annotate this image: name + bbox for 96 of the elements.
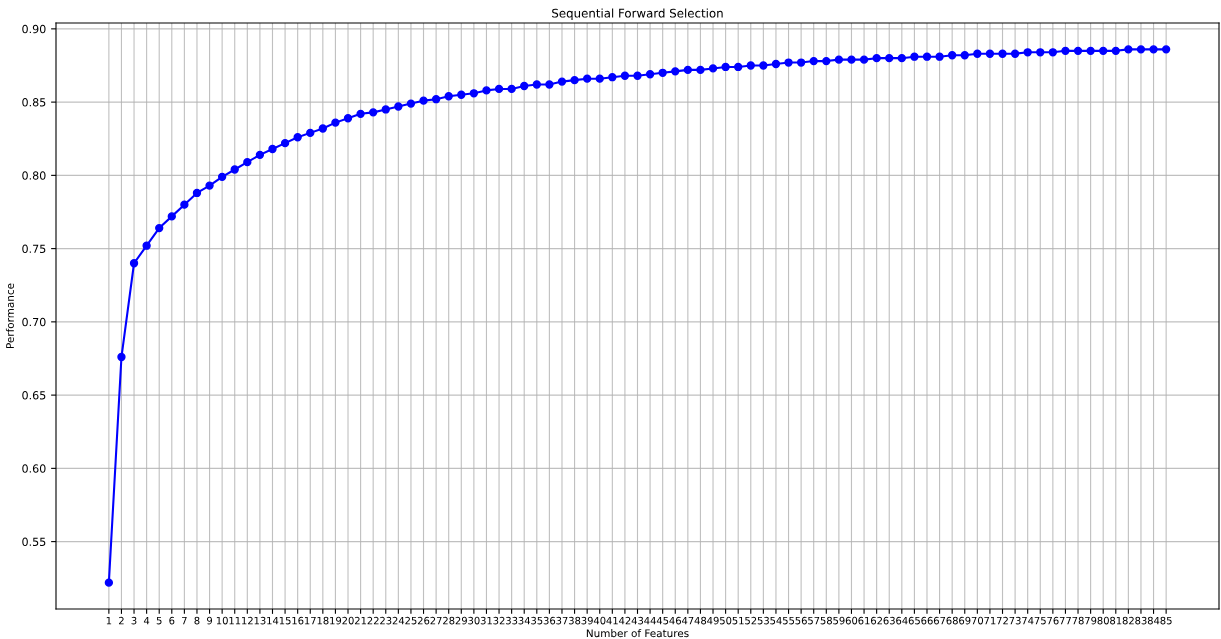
x-tick-label: 72: [996, 616, 1008, 625]
x-tick-label: 68: [946, 616, 958, 625]
x-tick-label: 76: [1047, 616, 1059, 625]
y-tick-label: 0.75: [22, 244, 46, 253]
x-tick-label: 57: [808, 616, 820, 625]
x-tick-label: 42: [619, 616, 631, 625]
x-tick-label: 62: [870, 616, 883, 625]
y-tick-label: 0.90: [22, 24, 46, 34]
x-tick-label: 41: [606, 616, 618, 625]
x-tick-label: 55: [782, 616, 795, 625]
x-tick-label: 65: [908, 616, 920, 625]
x-tick-label: 18: [317, 616, 329, 625]
x-tick-label: 59: [833, 616, 845, 625]
y-tick-label: 0.65: [22, 391, 46, 400]
x-tick-label: 5: [156, 616, 162, 625]
x-tick-label: 58: [820, 616, 832, 625]
x-tick-label: 47: [681, 616, 694, 625]
x-tick-label: 8: [194, 616, 200, 625]
x-tick-label: 15: [279, 616, 291, 625]
x-tick-label: 6: [169, 616, 175, 625]
x-tick-label: 50: [720, 616, 732, 625]
x-tick-label: 61: [858, 616, 870, 625]
x-tick-label: 32: [493, 616, 505, 625]
x-tick-label: 60: [845, 616, 858, 625]
y-tick-label: 0.80: [22, 171, 46, 180]
x-tick-label: 80: [1097, 616, 1109, 625]
x-tick-label: 28: [443, 616, 455, 625]
x-tick-label: 44: [644, 616, 656, 625]
x-tick-label: 52: [745, 616, 757, 625]
x-tick-label: 51: [732, 616, 744, 625]
x-tick-label: 34: [518, 616, 531, 625]
x-tick-label: 66: [921, 616, 933, 625]
x-tick-label: 69: [959, 616, 971, 625]
x-tick-label: 17: [304, 616, 316, 625]
x-tick-label: 26: [417, 616, 430, 625]
x-tick-label: 46: [669, 616, 681, 625]
y-tick-label: 0.85: [22, 98, 46, 107]
x-tick-label: 20: [342, 616, 354, 625]
x-tick-label: 29: [455, 616, 467, 625]
x-tick-label: 43: [631, 616, 644, 625]
y-axis-title: Performance: [5, 283, 14, 348]
x-tick-label: 12: [242, 616, 253, 625]
x-tick-label: 54: [770, 616, 782, 625]
x-tick-label: 74: [1022, 616, 1034, 625]
x-tick-label: 36: [543, 616, 556, 625]
x-tick-label: 1: [106, 616, 112, 625]
x-tick-label: 73: [1009, 616, 1021, 625]
y-tick-label: 0.55: [22, 537, 46, 546]
x-tick-label: 16: [292, 616, 304, 625]
x-tick-label: 45: [656, 616, 669, 625]
x-tick-label: 7: [182, 616, 187, 625]
x-tick-label: 27: [430, 616, 442, 625]
x-tick-label: 40: [593, 616, 606, 625]
x-tick-label: 13: [254, 616, 266, 625]
x-tick-label: 70: [971, 616, 984, 625]
x-tick-label: 11: [229, 616, 241, 625]
x-tick-label: 19: [330, 616, 342, 625]
x-tick-label: 31: [480, 616, 492, 625]
x-tick-label: 4: [143, 616, 150, 625]
x-tick-label: 84: [1147, 616, 1160, 625]
x-tick-label: 64: [896, 616, 908, 625]
x-tick-label: 9: [207, 616, 213, 625]
x-tick-label: 38: [568, 616, 581, 625]
y-tick-label: 0.70: [22, 317, 46, 327]
x-tick-label: 56: [795, 616, 807, 625]
x-tick-label: 23: [380, 616, 392, 625]
x-tick-label: 77: [1059, 616, 1071, 625]
chart-title: Sequential Forward Selection: [552, 8, 723, 20]
x-tick-label: 67: [933, 616, 946, 625]
x-tick-label: 79: [1085, 616, 1097, 625]
x-tick-label: 22: [367, 616, 379, 625]
x-tick-label: 21: [354, 616, 367, 625]
x-tick-label: 37: [556, 616, 568, 625]
x-tick-label: 10: [216, 616, 228, 625]
x-tick-label: 53: [757, 616, 769, 625]
x-tick-label: 63: [883, 616, 895, 625]
x-tick-label: 83: [1135, 616, 1147, 625]
x-tick-label: 82: [1122, 616, 1134, 625]
x-tick-label: 25: [405, 616, 417, 625]
y-tick-label: 0.60: [22, 464, 46, 473]
x-tick-label: 75: [1034, 616, 1046, 625]
x-tick-label: 39: [581, 616, 593, 625]
x-tick-label: 35: [531, 616, 543, 625]
x-tick-label: 33: [506, 616, 518, 625]
x-tick-label: 81: [1110, 616, 1122, 625]
x-tick-label: 49: [707, 616, 719, 625]
x-tick-label: 85: [1160, 616, 1172, 625]
x-tick-label: 30: [468, 616, 480, 625]
x-tick-label: 78: [1072, 616, 1084, 625]
x-tick-label: 24: [392, 616, 405, 625]
x-axis-title: Number of Features: [586, 629, 689, 638]
x-tick-label: 3: [131, 616, 137, 625]
x-tick-label: 2: [119, 616, 124, 625]
x-tick-label: 48: [694, 616, 707, 625]
x-tick-label: 14: [267, 616, 279, 625]
x-tick-label: 71: [984, 616, 996, 625]
